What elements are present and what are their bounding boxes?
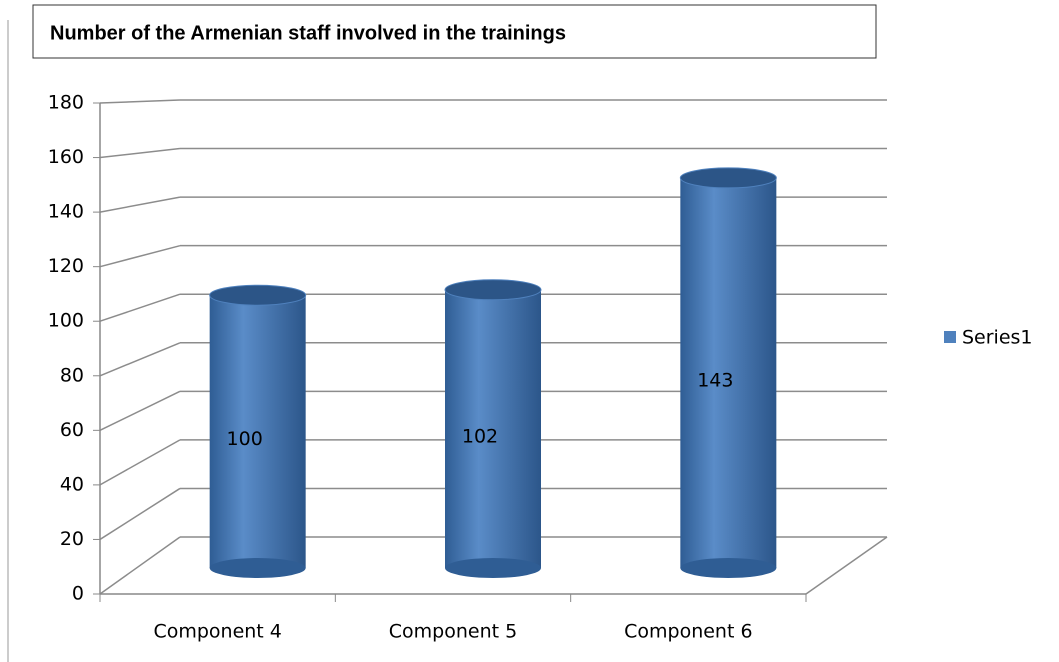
y-tick-label: 60: [60, 419, 84, 441]
y-tick-label: 0: [72, 583, 84, 605]
floor-edge: [805, 536, 888, 595]
bar: [679, 167, 777, 578]
grid-diagonal: [99, 439, 181, 486]
y-tick-label: 180: [48, 92, 84, 114]
bar-bottom: [209, 558, 306, 578]
grid-diagonal: [99, 196, 181, 213]
bar-top: [444, 279, 542, 301]
y-tick-label: 100: [48, 310, 84, 332]
grid-diagonal: [99, 293, 181, 322]
data-label: 100: [227, 428, 263, 450]
grid-diagonal: [99, 487, 181, 541]
chart-title: Number of the Armenian staff involved in…: [50, 22, 566, 44]
grid-diagonal: [99, 99, 181, 104]
legend-label: Series1: [962, 327, 1033, 349]
bar: [209, 284, 307, 578]
x-tick-label: Component 4: [153, 621, 281, 643]
y-tick-label: 160: [48, 146, 84, 168]
y-tick-label: 120: [48, 255, 84, 277]
bar-body: [680, 177, 777, 568]
x-tick-label: Component 5: [389, 621, 517, 643]
title-box: [32, 4, 877, 59]
bar-bottom: [680, 558, 777, 578]
grid-diagonal: [99, 147, 181, 159]
bar-top: [679, 167, 777, 189]
bar-bottom: [445, 558, 541, 578]
grid-diagonal: [99, 390, 181, 432]
x-tick-label: Component 6: [624, 621, 752, 643]
data-label: 102: [462, 425, 498, 447]
y-tick-label: 80: [60, 364, 84, 386]
legend-swatch: [944, 331, 956, 343]
bar-top: [209, 284, 307, 306]
data-label: 143: [697, 369, 733, 391]
bar-body: [209, 295, 306, 568]
y-tick-label: 20: [60, 528, 84, 550]
grid-diagonal: [99, 342, 181, 377]
bar-body: [445, 289, 541, 568]
grid-diagonal: [99, 536, 181, 595]
y-tick-label: 40: [60, 473, 84, 495]
grid-diagonal: [99, 244, 181, 268]
y-tick-label: 140: [48, 201, 84, 223]
bar: [444, 279, 542, 578]
